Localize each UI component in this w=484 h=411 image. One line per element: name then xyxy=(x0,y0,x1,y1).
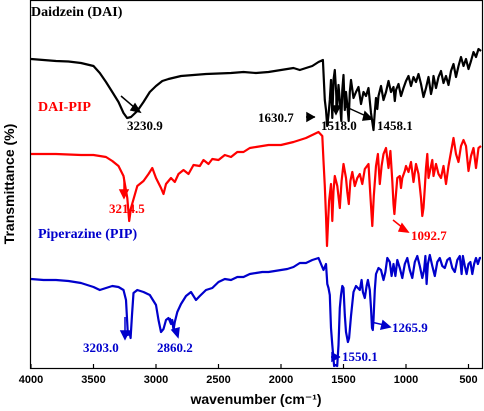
x-tick-label-1500: 1500 xyxy=(331,374,355,386)
arrowhead-2860 xyxy=(170,326,180,339)
arrowhead-1630 xyxy=(306,111,316,123)
x-tick-label-3500: 3500 xyxy=(81,374,105,386)
x-axis-title: wavenumber (cm⁻¹) xyxy=(189,391,321,407)
x-tick-label-4000: 4000 xyxy=(19,374,43,386)
series-layer xyxy=(30,47,482,368)
arrowhead-1518 xyxy=(330,105,342,116)
x-tick-label-500: 500 xyxy=(459,374,477,386)
arrowhead-1265 xyxy=(379,319,392,330)
x-tick-label-2000: 2000 xyxy=(269,374,293,386)
series-label-dai: Daidzein (DAI) xyxy=(31,5,123,20)
arrowhead-1458 xyxy=(362,110,374,121)
series-line-dai-pip xyxy=(31,130,482,248)
annotation-2860-2: 2860.2 xyxy=(157,340,193,355)
plot-frame xyxy=(29,0,484,370)
arrowhead-3230 xyxy=(129,102,142,114)
arrowhead-3214 xyxy=(118,189,130,200)
series-line-pip xyxy=(30,253,481,368)
annotation-1518-0: 1518.0 xyxy=(321,118,357,133)
series-label-pip: Piperazine (PIP) xyxy=(38,227,137,242)
arrowhead-1550 xyxy=(331,351,341,363)
annotation-arrows-red xyxy=(118,177,410,233)
annotation-1630-7: 1630.7 xyxy=(258,110,294,125)
annotation-3203-0: 3203.0 xyxy=(83,340,119,355)
y-axis-title: Transmittance (%) xyxy=(1,124,17,245)
annotation-arrows-blue xyxy=(119,317,392,363)
annotation-1265-9: 1265.9 xyxy=(392,320,428,335)
annotation-3230-9: 3230.9 xyxy=(127,118,163,133)
arrow-3230 xyxy=(120,95,136,109)
series-line-dai xyxy=(30,47,482,132)
arrowhead-3203 xyxy=(119,330,131,341)
arrow-1458 xyxy=(343,105,367,117)
annotation-1092-7: 1092.7 xyxy=(411,228,447,243)
x-tick-label-1000: 1000 xyxy=(394,374,418,386)
annotation-arrows-black xyxy=(120,90,374,123)
x-tick-label-3000: 3000 xyxy=(144,374,168,386)
x-tick-label-2500: 2500 xyxy=(206,374,230,386)
annotation-1458-1: 1458.1 xyxy=(377,118,413,133)
annotation-3214-5: 3214.5 xyxy=(109,201,145,216)
annotation-1550-1: 1550.1 xyxy=(342,349,378,364)
x-axis-ticks: 4000 3500 3000 2500 2000 1500 1000 500 xyxy=(19,364,478,386)
arrowhead-1092 xyxy=(397,222,410,233)
series-label-dai-pip: DAI-PIP xyxy=(38,100,91,115)
